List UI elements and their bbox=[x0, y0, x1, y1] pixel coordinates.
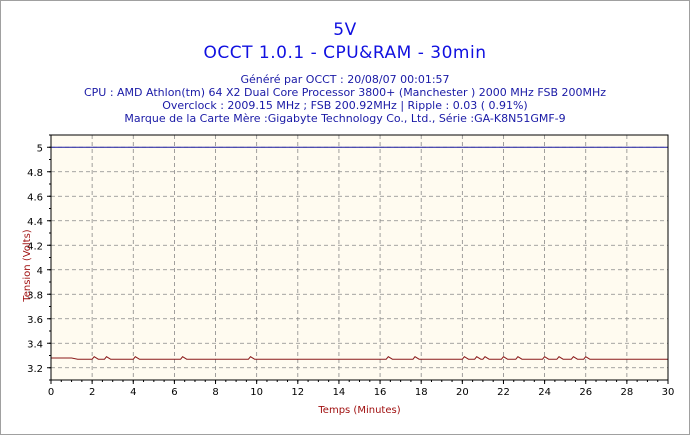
x-tick-label: 6 bbox=[171, 387, 177, 398]
y-tick-label: 4 bbox=[37, 266, 43, 277]
x-axis-label: Temps (Minutes) bbox=[317, 405, 400, 416]
x-tick-label: 14 bbox=[333, 387, 346, 398]
y-axis-label: Tension (Volts) bbox=[22, 229, 33, 303]
x-tick-label: 12 bbox=[291, 387, 304, 398]
x-tick-label: 28 bbox=[620, 387, 633, 398]
x-tick-label: 2 bbox=[89, 387, 95, 398]
y-tick-label: 3.6 bbox=[27, 315, 43, 326]
y-tick-label: 3.4 bbox=[27, 339, 43, 350]
info-line-motherboard: Marque de la Carte Mère :Gigabyte Techno… bbox=[124, 112, 566, 125]
plot-border bbox=[50, 134, 669, 381]
y-tick-label: 5 bbox=[37, 143, 43, 154]
x-tick-label: 10 bbox=[250, 387, 263, 398]
x-tick-label: 30 bbox=[662, 387, 675, 398]
x-tick-label: 18 bbox=[415, 387, 428, 398]
x-tick-label: 20 bbox=[456, 387, 469, 398]
x-tick-label: 4 bbox=[130, 387, 136, 398]
x-tick-label: 22 bbox=[497, 387, 510, 398]
y-tick-label: 3.8 bbox=[27, 290, 43, 301]
chart-title: 5V bbox=[333, 20, 357, 40]
x-tick-label: 26 bbox=[579, 387, 592, 398]
y-tick-label: 4.4 bbox=[27, 217, 43, 228]
x-tick-label: 8 bbox=[212, 387, 218, 398]
info-line-cpu: CPU : AMD Athlon(tm) 64 X2 Dual Core Pro… bbox=[83, 86, 607, 99]
y-tick-label: 4.6 bbox=[27, 192, 43, 203]
info-line-overclock: Overclock : 2009.15 MHz ; FSB 200.92MHz … bbox=[162, 99, 528, 112]
info-line-generated: Généré par OCCT : 20/08/07 00:01:57 bbox=[240, 73, 450, 86]
chart-subtitle: OCCT 1.0.1 - CPU&RAM - 30min bbox=[203, 43, 487, 63]
y-tick-label: 3.2 bbox=[27, 364, 43, 375]
y-tick-label: 4.2 bbox=[27, 241, 43, 252]
x-tick-label: 0 bbox=[48, 387, 54, 398]
series-line-1 bbox=[51, 356, 668, 360]
x-tick-label: 16 bbox=[374, 387, 387, 398]
y-tick-label: 4.8 bbox=[27, 168, 43, 179]
x-tick-label: 24 bbox=[538, 387, 551, 398]
